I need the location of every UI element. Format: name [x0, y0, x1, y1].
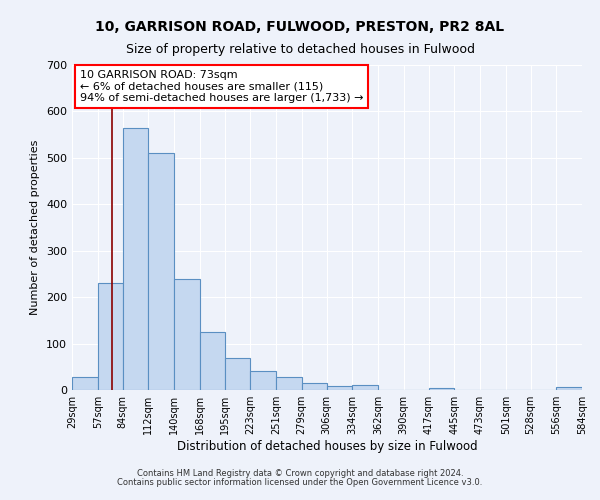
Bar — [352, 386, 378, 390]
Bar — [200, 332, 226, 390]
Text: 10, GARRISON ROAD, FULWOOD, PRESTON, PR2 8AL: 10, GARRISON ROAD, FULWOOD, PRESTON, PR2… — [95, 20, 505, 34]
Bar — [122, 128, 148, 390]
Bar — [428, 388, 454, 390]
Y-axis label: Number of detached properties: Number of detached properties — [31, 140, 40, 315]
Bar — [224, 358, 250, 390]
Bar — [556, 387, 582, 390]
Bar — [302, 383, 328, 390]
Text: 10 GARRISON ROAD: 73sqm
← 6% of detached houses are smaller (115)
94% of semi-de: 10 GARRISON ROAD: 73sqm ← 6% of detached… — [80, 70, 363, 103]
Text: Contains HM Land Registry data © Crown copyright and database right 2024.: Contains HM Land Registry data © Crown c… — [137, 469, 463, 478]
X-axis label: Distribution of detached houses by size in Fulwood: Distribution of detached houses by size … — [176, 440, 478, 453]
Bar — [98, 283, 124, 390]
Bar — [174, 278, 200, 390]
Bar — [148, 153, 174, 390]
Bar — [250, 370, 276, 390]
Text: Size of property relative to detached houses in Fulwood: Size of property relative to detached ho… — [125, 42, 475, 56]
Bar — [326, 386, 352, 390]
Text: Contains public sector information licensed under the Open Government Licence v3: Contains public sector information licen… — [118, 478, 482, 487]
Bar — [72, 377, 98, 390]
Bar — [276, 378, 302, 390]
